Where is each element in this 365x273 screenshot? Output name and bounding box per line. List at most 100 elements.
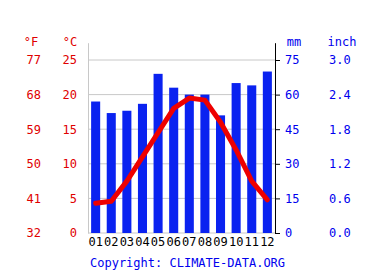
- tick: 59: [27, 123, 41, 137]
- tick: 2.4: [329, 88, 351, 102]
- tick: 3.0: [329, 53, 351, 67]
- tick: 32: [27, 226, 41, 240]
- tick-label: 05: [151, 235, 165, 249]
- tick-label: 03: [120, 235, 134, 249]
- tick-label: 04: [135, 235, 149, 249]
- tick: 07: [182, 233, 196, 249]
- tick-label: 15: [63, 123, 77, 137]
- tick-label: 77: [27, 53, 41, 67]
- grid-line: [88, 163, 275, 164]
- tick-label: 01: [88, 235, 102, 249]
- tick: 10: [63, 157, 88, 171]
- tick-label: 0: [285, 226, 292, 240]
- bar: [216, 115, 225, 233]
- axis-line: [275, 43, 276, 233]
- temperature-line: [96, 98, 268, 203]
- tick-label: 1.2: [329, 157, 351, 171]
- tick: 30: [275, 157, 299, 171]
- tick: 25: [63, 53, 88, 67]
- grid-line: [88, 233, 275, 234]
- tick: 0.6: [329, 192, 351, 206]
- tick: 68: [27, 88, 41, 102]
- tick-label: 08: [198, 235, 212, 249]
- plot-area: [91, 72, 272, 233]
- tick-mark: [275, 129, 280, 130]
- bar: [154, 74, 163, 233]
- tick-label: 07: [182, 235, 196, 249]
- tick: 05: [151, 233, 165, 249]
- tick-label: 41: [27, 192, 41, 206]
- x-axis: 010203040506070809101112: [88, 233, 275, 249]
- tick-label: 09: [213, 235, 227, 249]
- bar: [138, 104, 147, 233]
- axis-line: [88, 43, 89, 233]
- axis-title: °C: [63, 35, 77, 49]
- tick: 08: [198, 233, 212, 249]
- tick-label: 02: [104, 235, 118, 249]
- bar: [247, 85, 256, 233]
- tick: 02: [104, 233, 118, 249]
- grid-line: [88, 94, 275, 95]
- tick: 0: [275, 226, 292, 240]
- y-axis-inch: 0.0 0.6 1.2 1.8 2.4 3.0: [329, 43, 351, 240]
- tick-label: 0: [70, 226, 77, 240]
- tick: 60: [275, 88, 299, 102]
- tick-label: 25: [63, 53, 77, 67]
- tick-label: 75: [285, 53, 299, 67]
- tick-label: 32: [27, 226, 41, 240]
- y-axis-celsius: 0 5 10 15 20 25: [63, 43, 89, 240]
- tick-label: 1.8: [329, 123, 351, 137]
- tick: 0.0: [329, 226, 351, 240]
- footer: Copyright: CLIMATE-DATA.ORG: [90, 256, 285, 270]
- tick: 03: [120, 233, 134, 249]
- tick-label: 5: [70, 192, 77, 206]
- tick: 09: [213, 233, 227, 249]
- grid: [88, 60, 275, 233]
- tick-label: 30: [285, 157, 299, 171]
- y-axis-fahrenheit: 324150596877: [27, 43, 42, 240]
- tick: 5: [70, 192, 88, 206]
- tick-label: 11: [245, 235, 259, 249]
- tick-mark: [275, 198, 280, 199]
- chart: 0510152025324150596877015304560750.00.61…: [0, 0, 365, 273]
- tick-label: 10: [229, 235, 243, 249]
- tick: 20: [63, 88, 88, 102]
- tick-label: 3.0: [329, 53, 351, 67]
- tick-label: 10: [63, 157, 77, 171]
- tick: 12: [260, 233, 274, 249]
- tick: 15: [63, 123, 88, 137]
- tick-mark: [275, 95, 280, 96]
- tick-label: 15: [285, 192, 299, 206]
- grid-line: [88, 60, 275, 61]
- tick-label: 0.0: [329, 226, 351, 240]
- tick: 10: [229, 233, 243, 249]
- tick: 01: [88, 233, 102, 249]
- tick: 1.8: [329, 123, 351, 137]
- tick: 15: [275, 192, 299, 206]
- bar: [107, 113, 116, 233]
- bar: [263, 72, 272, 233]
- bar: [200, 95, 209, 233]
- grid-line: [88, 129, 275, 130]
- axis-title: mm: [287, 35, 301, 49]
- bar: [91, 102, 100, 233]
- axis-title: °F: [24, 35, 38, 49]
- tick-label: 60: [285, 88, 299, 102]
- tick-label: 68: [27, 88, 41, 102]
- tick: 75: [275, 53, 299, 67]
- y2-axis-mm: 0 15 30 45 60 75: [275, 43, 299, 240]
- tick: 1.2: [329, 157, 351, 171]
- tick: 0: [70, 226, 88, 240]
- tick: 77: [27, 53, 41, 67]
- axis-line: [41, 43, 42, 233]
- bar: [185, 95, 194, 233]
- tick-mark: [275, 60, 280, 61]
- tick-mark: [275, 164, 280, 165]
- tick: 41: [27, 192, 41, 206]
- tick-label: 59: [27, 123, 41, 137]
- tick-label: 45: [285, 123, 299, 137]
- tick-mark: [275, 233, 280, 234]
- tick: 11: [245, 233, 259, 249]
- tick: 45: [275, 123, 299, 137]
- tick-label: 06: [166, 235, 180, 249]
